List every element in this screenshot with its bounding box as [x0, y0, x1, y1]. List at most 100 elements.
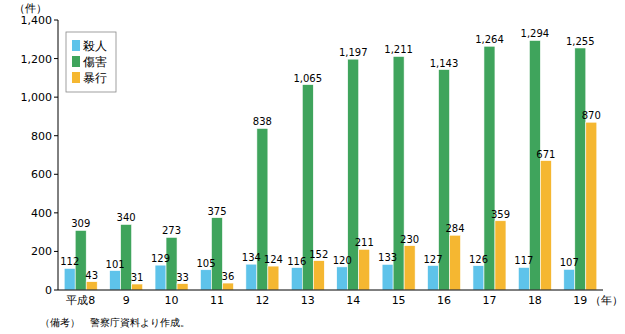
bar: [529, 40, 540, 290]
data-label: 870: [582, 110, 601, 121]
data-label: 36: [222, 271, 235, 282]
legend-swatch: [72, 72, 80, 83]
data-labels: 112 101 129 105 134 116 120 133 127 126 117 107 309 3…: [60, 28, 601, 283]
x-tick-label: 平成8: [66, 294, 95, 307]
bar: [540, 161, 551, 290]
data-label: 124: [264, 254, 283, 265]
data-label: 309: [71, 218, 90, 229]
data-label: 671: [536, 149, 555, 160]
y-tick: [54, 251, 58, 252]
y-tick-label: 800: [31, 130, 52, 143]
bar: [64, 268, 75, 290]
data-label: 273: [162, 225, 181, 236]
x-axis: 平成8910111213141516171819: [66, 294, 587, 307]
data-label: 31: [131, 272, 144, 283]
data-label: 101: [106, 259, 125, 270]
data-label: 120: [333, 255, 352, 266]
data-label: 340: [117, 212, 136, 223]
bar: [268, 266, 279, 290]
bar: [450, 235, 461, 290]
data-label: 359: [491, 209, 510, 220]
data-label: 126: [469, 254, 488, 265]
data-label: 129: [151, 253, 170, 264]
y-axis-label: （件）: [14, 2, 47, 15]
x-axis-line: [58, 290, 603, 291]
bar: [177, 284, 188, 290]
bar: [473, 266, 484, 290]
bar: [132, 284, 143, 290]
data-label: 152: [309, 249, 328, 260]
bar: [200, 270, 211, 290]
bar: [359, 249, 370, 290]
x-tick-label: 14: [346, 294, 360, 307]
data-label: 105: [196, 258, 215, 269]
y-tick: [54, 290, 58, 291]
bar: [337, 267, 348, 290]
y-tick: [54, 212, 58, 213]
y-tick-label: 1,200: [21, 53, 53, 66]
y-tick-label: 1,400: [21, 14, 53, 27]
data-label: 1,065: [293, 73, 322, 84]
note: （備考） 警察庁資料より作成。: [40, 317, 190, 328]
legend-box: [66, 32, 116, 92]
legend-label: 傷害: [82, 55, 107, 69]
data-label: 127: [423, 254, 442, 265]
bar: [564, 269, 575, 290]
data-label: 134: [242, 252, 261, 263]
data-label: 284: [445, 223, 464, 234]
y-tick: [54, 174, 58, 175]
data-label: 838: [253, 116, 272, 127]
data-label: 112: [60, 256, 79, 267]
y-tick-label: 0: [45, 284, 52, 297]
data-label: 33: [176, 272, 189, 283]
data-label: 107: [560, 257, 579, 268]
data-label: 1,255: [566, 36, 595, 47]
data-label: 117: [514, 255, 533, 266]
data-label: 211: [355, 237, 374, 248]
bars: [64, 40, 597, 290]
y-tick-label: 1,000: [21, 91, 53, 104]
y-tick-label: 200: [31, 245, 52, 258]
x-tick-label: 17: [482, 294, 496, 307]
y-tick: [54, 58, 58, 59]
data-label: 116: [287, 256, 306, 267]
bar: [222, 283, 233, 290]
x-tick-label: 18: [528, 294, 542, 307]
y-tick-label: 600: [31, 168, 52, 181]
x-tick-label: 19: [573, 294, 587, 307]
bar: [155, 265, 166, 290]
y-axis-line: [58, 20, 59, 290]
data-label: 1,294: [521, 28, 550, 39]
bar: [518, 267, 529, 290]
legend: 殺人傷害暴行: [66, 32, 116, 92]
chart: 02004006008001,0001,2001,400（件）112101129…: [0, 0, 625, 334]
data-label: 375: [207, 206, 226, 217]
y-tick: [54, 135, 58, 136]
y-tick: [54, 20, 58, 21]
bar: [246, 264, 257, 290]
y-axis: 0 200 400 600 800 1,000 1,200 1,400: [21, 14, 59, 297]
bar: [110, 271, 121, 290]
bar: [313, 261, 324, 290]
x-tick-label: 16: [437, 294, 451, 307]
y-tick: [54, 97, 58, 98]
x-tick-label: 10: [165, 294, 179, 307]
data-label: 43: [85, 270, 98, 281]
y-tick-label: 400: [31, 207, 52, 220]
data-label: 230: [400, 234, 419, 245]
bar: [586, 122, 597, 290]
data-label: 1,197: [339, 47, 368, 58]
x-tick-label: 12: [255, 294, 269, 307]
x-tick-label: 13: [301, 294, 315, 307]
bar: [428, 266, 439, 290]
legend-swatch: [72, 40, 80, 51]
data-label: 133: [378, 252, 397, 263]
legend-label: 殺人: [83, 39, 107, 53]
bar: [575, 48, 586, 290]
x-tick-label: 15: [392, 294, 406, 307]
bar: [382, 264, 393, 290]
bar: [291, 268, 302, 290]
data-label: 1,211: [384, 44, 413, 55]
bar: [404, 246, 415, 290]
x-tick-label: 9: [123, 294, 130, 307]
